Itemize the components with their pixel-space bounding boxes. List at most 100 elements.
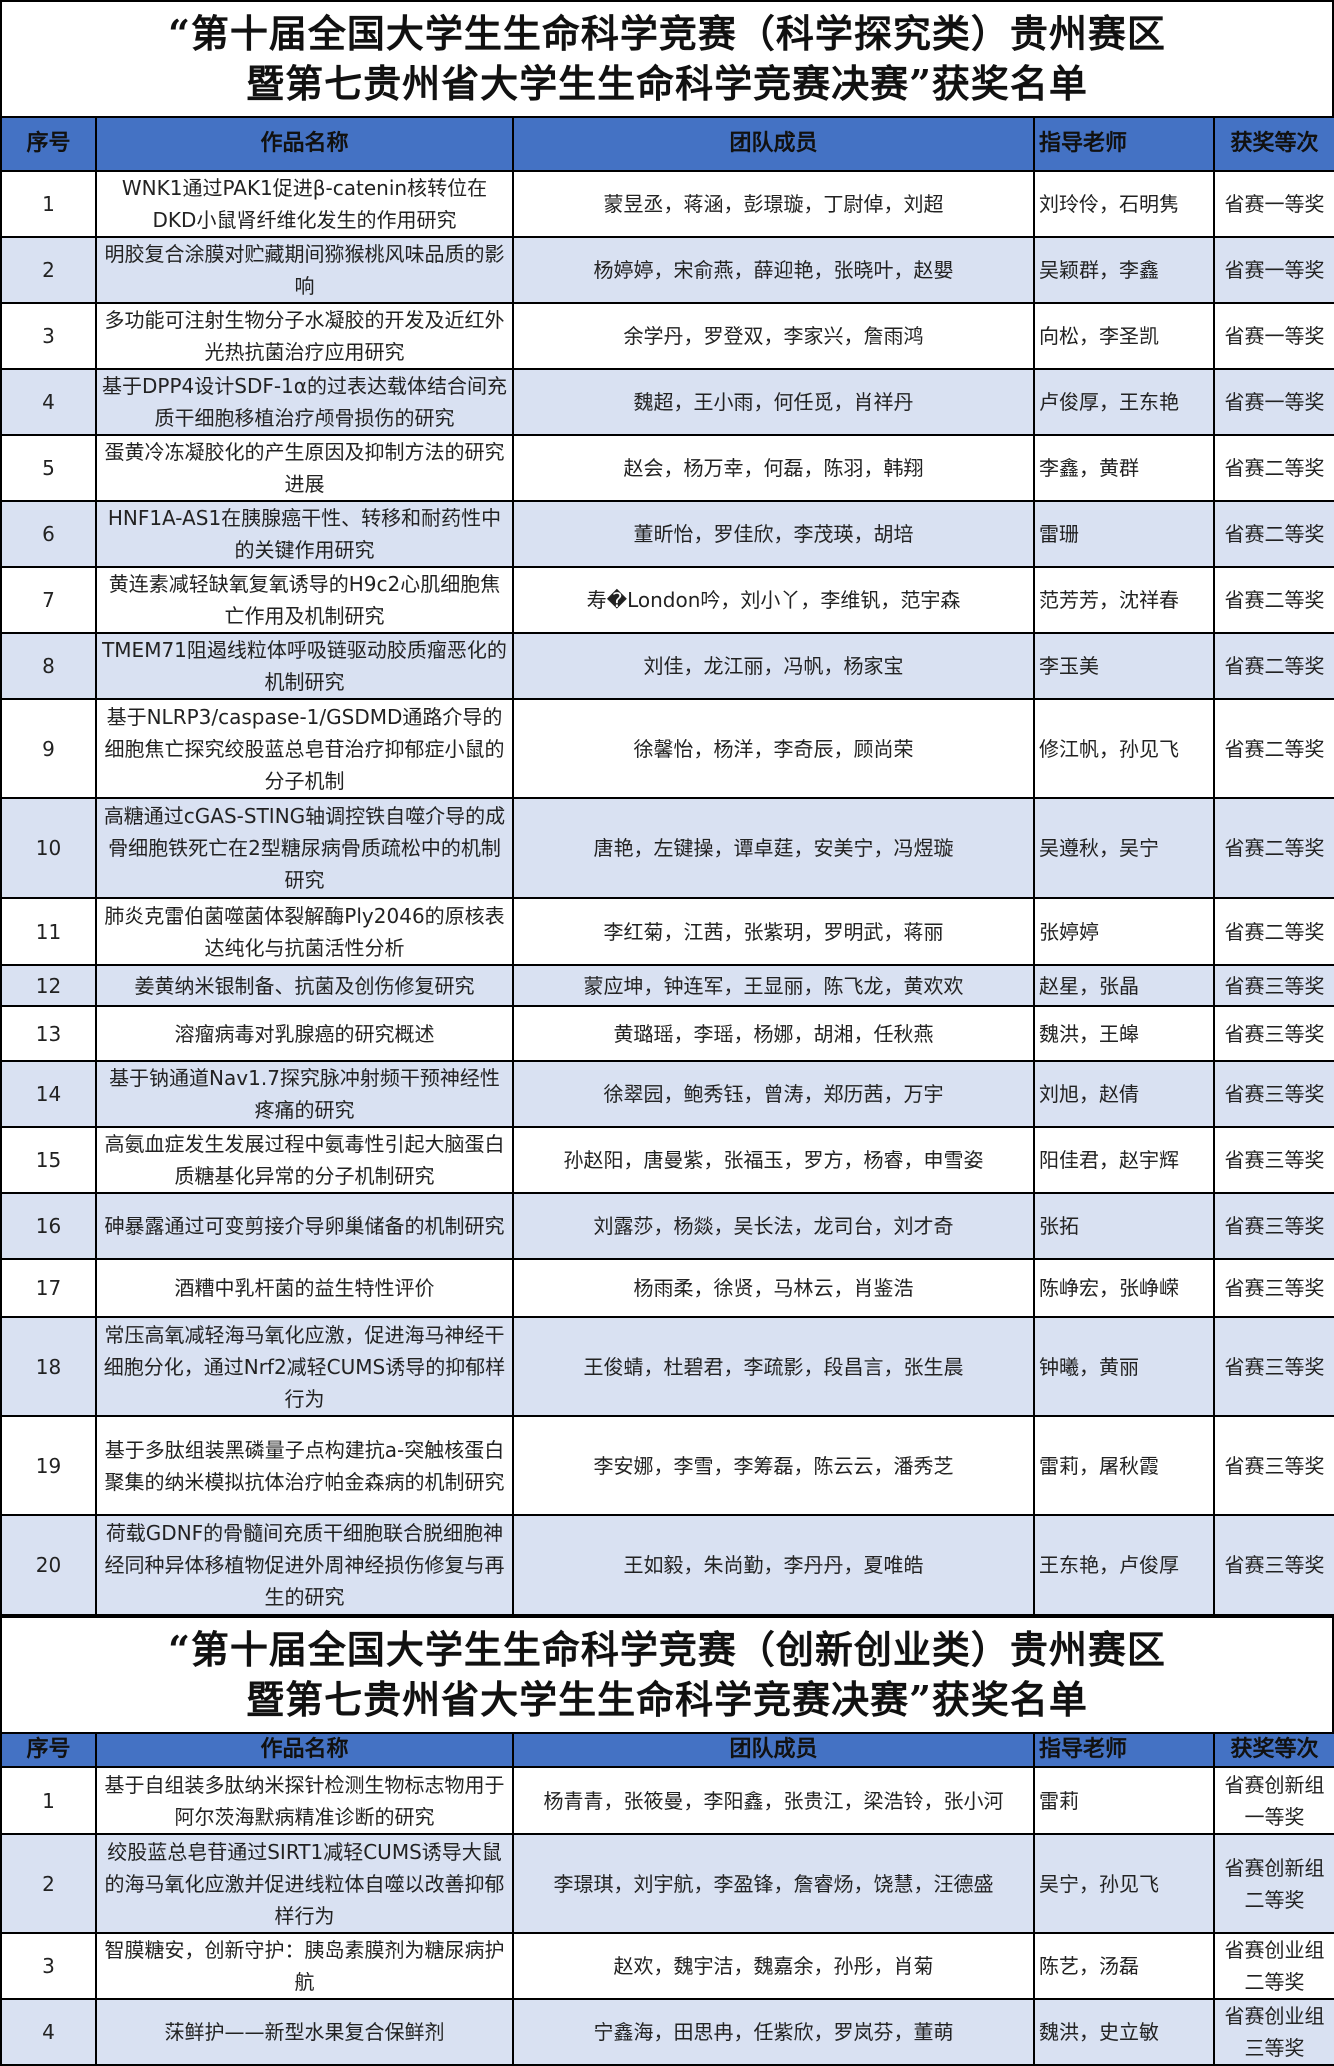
cell-number: 13 <box>0 1005 97 1062</box>
table-row: 19 基于多肽组装黑磷量子点构建抗a-突触核蛋白聚集的纳米模拟抗体治疗帕金森病的机… <box>0 1415 1334 1516</box>
cell-award: 省赛三等奖 <box>1213 1514 1334 1616</box>
cell-number: 4 <box>0 1998 97 2066</box>
cell-team-members: 寿�London吟，刘小丫，李维钒，范宇森 <box>512 566 1035 634</box>
cell-award: 省赛二等奖 <box>1213 698 1334 799</box>
cell-number: 12 <box>0 964 97 1007</box>
cell-advisor: 修江帆，孙见飞 <box>1033 698 1215 799</box>
cell-team-members: 杨雨柔，徐贤，马林云，肖鉴浩 <box>512 1258 1035 1318</box>
cell-team-members: 孙赵阳，唐曼紫，张福玉，罗方，杨睿，申雪姿 <box>512 1126 1035 1194</box>
cell-award: 省赛三等奖 <box>1213 1258 1334 1318</box>
cell-team-members: 王如毅，朱尚勤，李丹丹，夏唯皓 <box>512 1514 1035 1616</box>
column-header-award: 获奖等次 <box>1213 1732 1334 1768</box>
cell-advisor: 刘旭，赵倩 <box>1033 1060 1215 1128</box>
cell-award: 省赛二等奖 <box>1213 434 1334 502</box>
column-header-award: 获奖等次 <box>1213 116 1334 172</box>
cell-award: 省赛三等奖 <box>1213 1316 1334 1417</box>
cell-project-title: 姜黄纳米银制备、抗菌及创伤修复研究 <box>95 964 514 1007</box>
cell-number: 5 <box>0 434 97 502</box>
cell-number: 4 <box>0 368 97 436</box>
cell-project-title: 多功能可注射生物分子水凝胶的开发及近红外光热抗菌治疗应用研究 <box>95 302 514 370</box>
section1-title-line2: 暨第七贵州省大学生生命科学竞赛决赛”获奖名单 <box>246 61 1088 106</box>
cell-award: 省赛三等奖 <box>1213 1005 1334 1062</box>
cell-project-title: 绞股蓝总皂苷通过SIRT1减轻CUMS诱导大鼠的海马氧化应激并促进线粒体自噬以改… <box>95 1833 514 1934</box>
cell-award: 省赛一等奖 <box>1213 170 1334 238</box>
cell-project-title: 基于DPP4设计SDF-1α的过表达载体结合间充质干细胞移植治疗颅骨损伤的研究 <box>95 368 514 436</box>
cell-advisor: 魏洪，史立敏 <box>1033 1998 1215 2066</box>
cell-award: 省赛二等奖 <box>1213 897 1334 966</box>
cell-number: 11 <box>0 897 97 966</box>
cell-advisor: 陈艺，汤磊 <box>1033 1932 1215 2000</box>
cell-number: 2 <box>0 1833 97 1934</box>
table-row: 4 莯鲜护——新型水果复合保鲜剂 宁鑫海，田思冉，任紫欣，罗岚芬，董萌 魏洪，史立敏省… <box>0 1998 1334 2066</box>
cell-project-title: 莯鲜护——新型水果复合保鲜剂 <box>95 1998 514 2066</box>
cell-award: 省赛三等奖 <box>1213 1415 1334 1516</box>
cell-team-members: 徐馨怡，杨洋，李奇辰，顾尚荣 <box>512 698 1035 799</box>
cell-number: 3 <box>0 1932 97 2000</box>
cell-number: 19 <box>0 1415 97 1516</box>
cell-advisor: 钟曦，黄丽 <box>1033 1316 1215 1417</box>
table-row: 4 基于DPP4设计SDF-1α的过表达载体结合间充质干细胞移植治疗颅骨损伤的研究… <box>0 368 1334 436</box>
header-row: 序号 作品名称 团队成员 指导老师 获奖等次 <box>0 1732 1334 1768</box>
cell-number: 9 <box>0 698 97 799</box>
table-row: 8 TMEM71阻遏线粒体呼吸链驱动胶质瘤恶化的机制研究 刘佳，龙江丽，冯帆，杨家宝… <box>0 632 1334 700</box>
cell-award: 省赛三等奖 <box>1213 1126 1334 1194</box>
cell-award: 省赛二等奖 <box>1213 632 1334 700</box>
column-header-advisor: 指导老师 <box>1033 116 1215 172</box>
cell-project-title: 荷载GDNF的骨髓间充质干细胞联合脱细胞神经同种异体移植物促进外周神经损伤修复与… <box>95 1514 514 1616</box>
table-row: 1 WNK1通过PAK1促进β-catenin核转位在DKD小鼠肾纤维化发生的作用… <box>0 170 1334 238</box>
cell-team-members: 魏超，王小雨，何任觅，肖祥丹 <box>512 368 1035 436</box>
cell-advisor: 陈峥宏，张峥嵘 <box>1033 1258 1215 1318</box>
table-row: 13 溶瘤病毒对乳腺癌的研究概述 黄璐瑶，李瑶，杨娜，胡湘，任秋燕 魏洪，王皞 省赛三等… <box>0 1005 1334 1062</box>
cell-advisor: 张婷婷 <box>1033 897 1215 966</box>
cell-award: 省赛一等奖 <box>1213 368 1334 436</box>
cell-project-title: 砷暴露通过可变剪接介导卵巢储备的机制研究 <box>95 1192 514 1260</box>
cell-number: 3 <box>0 302 97 370</box>
cell-advisor: 雷莉 <box>1033 1766 1215 1835</box>
cell-advisor: 卢俊厚，王东艳 <box>1033 368 1215 436</box>
cell-project-title: 基于自组装多肽纳米探针检测生物标志物用于阿尔茨海默病精准诊断的研究 <box>95 1766 514 1835</box>
table-row: 17 酒糟中乳杆菌的益生特性评价 杨雨柔，徐贤，马林云，肖鉴浩 陈峥宏，张峥嵘 省赛三等… <box>0 1258 1334 1318</box>
cell-team-members: 赵欢，魏宇洁，魏嘉余，孙彤，肖菊 <box>512 1932 1035 2000</box>
table-row: 12 姜黄纳米银制备、抗菌及创伤修复研究 蒙应坤，钟连军，王显丽，陈飞龙，黄欢欢 赵星… <box>0 964 1334 1007</box>
table-row: 14 基于钠通道Nav1.7探究脉冲射频干预神经性疼痛的研究 徐翠园，鲍秀钰，曾涛，… <box>0 1060 1334 1128</box>
table-row: 3 多功能可注射生物分子水凝胶的开发及近红外光热抗菌治疗应用研究 余学丹，罗登双，李… <box>0 302 1334 370</box>
cell-project-title: 基于多肽组装黑磷量子点构建抗a-突触核蛋白聚集的纳米模拟抗体治疗帕金森病的机制研… <box>95 1415 514 1516</box>
cell-award: 省赛二等奖 <box>1213 566 1334 634</box>
cell-advisor: 范芳芳，沈祥春 <box>1033 566 1215 634</box>
cell-team-members: 董昕怡，罗佳欣，李茂瑛，胡培 <box>512 500 1035 568</box>
cell-award: 省赛三等奖 <box>1213 1192 1334 1260</box>
table-row: 5 蛋黄冷冻凝胶化的产生原因及抑制方法的研究进展 赵会，杨万幸，何磊，陈羽，韩翔 李鑫… <box>0 434 1334 502</box>
cell-number: 14 <box>0 1060 97 1128</box>
table-row: 9 基于NLRP3/caspase-1/GSDMD通路介导的细胞焦亡探究绞股蓝总皂… <box>0 698 1334 799</box>
cell-team-members: 宁鑫海，田思冉，任紫欣，罗岚芬，董萌 <box>512 1998 1035 2066</box>
table-row: 15 高氨血症发生发展过程中氨毒性引起大脑蛋白质糖基化异常的分子机制研究 孙赵阳，唐… <box>0 1126 1334 1194</box>
cell-advisor: 吴宁，孙见飞 <box>1033 1833 1215 1934</box>
section2-title: “第十届全国大学生生命科学竞赛（创新创业类）贵州赛区 暨第七贵州省大学生生命科学… <box>0 1616 1334 1732</box>
cell-advisor: 李鑫，黄群 <box>1033 434 1215 502</box>
cell-advisor: 雷莉，屠秋霞 <box>1033 1415 1215 1516</box>
cell-project-title: 肺炎克雷伯菌噬菌体裂解酶Ply2046的原核表达纯化与抗菌活性分析 <box>95 897 514 966</box>
cell-number: 2 <box>0 236 97 304</box>
cell-project-title: 黄连素减轻缺氧复氧诱导的H9c2心肌细胞焦亡作用及机制研究 <box>95 566 514 634</box>
table-row: 2 明胶复合涂膜对贮藏期间猕猴桃风味品质的影响 杨婷婷，宋俞燕，薛迎艳，张晓叶，赵嬰… <box>0 236 1334 304</box>
cell-number: 1 <box>0 170 97 238</box>
cell-project-title: HNF1A-AS1在胰腺癌干性、转移和耐药性中的关键作用研究 <box>95 500 514 568</box>
cell-team-members: 蒙应坤，钟连军，王显丽，陈飞龙，黄欢欢 <box>512 964 1035 1007</box>
cell-project-title: 明胶复合涂膜对贮藏期间猕猴桃风味品质的影响 <box>95 236 514 304</box>
cell-advisor: 赵星，张晶 <box>1033 964 1215 1007</box>
cell-advisor: 雷珊 <box>1033 500 1215 568</box>
cell-project-title: 基于NLRP3/caspase-1/GSDMD通路介导的细胞焦亡探究绞股蓝总皂苷… <box>95 698 514 799</box>
section2-title-line2: 暨第七贵州省大学生生命科学竞赛决赛”获奖名单 <box>246 1677 1088 1722</box>
cell-advisor: 李玉美 <box>1033 632 1215 700</box>
column-header-title: 作品名称 <box>95 1732 514 1768</box>
table-row: 18 常压高氧减轻海马氧化应激，促进海马神经干细胞分化，通过Nrf2减轻CUMS诱… <box>0 1316 1334 1417</box>
cell-advisor: 吴遵秋，吴宁 <box>1033 797 1215 899</box>
cell-team-members: 杨青青，张筱曼，李阳鑫，张贵江，梁浩铃，张小河 <box>512 1766 1035 1835</box>
cell-team-members: 蒙昱丞，蒋涵，彭璟璇，丁尉倬，刘超 <box>512 170 1035 238</box>
cell-team-members: 刘露莎，杨燚，吴长法，龙司台，刘才奇 <box>512 1192 1035 1260</box>
cell-project-title: 基于钠通道Nav1.7探究脉冲射频干预神经性疼痛的研究 <box>95 1060 514 1128</box>
header-row: 序号 作品名称 团队成员 指导老师 获奖等次 <box>0 116 1334 172</box>
cell-project-title: 溶瘤病毒对乳腺癌的研究概述 <box>95 1005 514 1062</box>
cell-team-members: 李璟琪，刘宇航，李盈锋，詹睿炀，饶慧，汪德盛 <box>512 1833 1035 1934</box>
cell-number: 16 <box>0 1192 97 1260</box>
